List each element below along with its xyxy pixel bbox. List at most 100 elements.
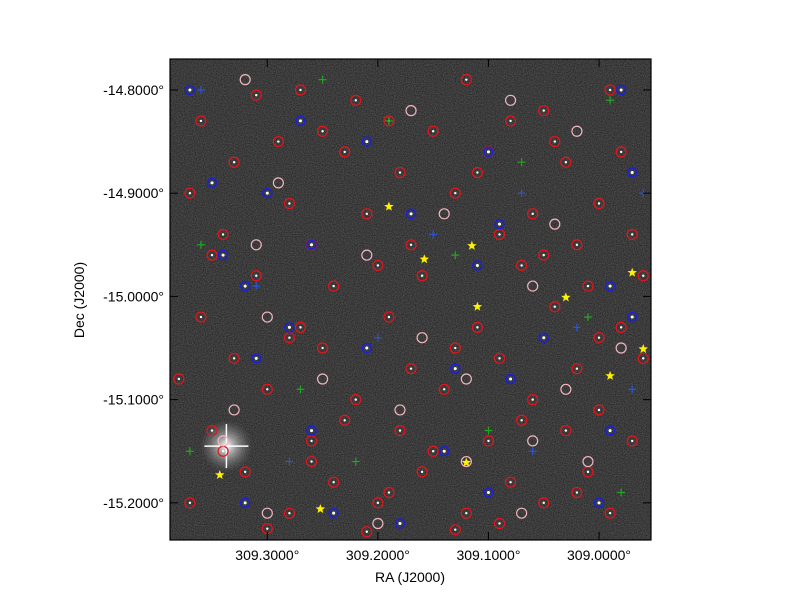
source-dot: [254, 356, 258, 360]
red-circle-marker: [206, 249, 218, 261]
blue-circle-marker: [306, 239, 317, 251]
blue-circle-marker: [328, 507, 339, 519]
red-circle-marker: [184, 497, 196, 509]
red-circle-marker: [549, 301, 561, 313]
source-dot: [210, 181, 214, 185]
red-circle-marker: [394, 166, 406, 179]
blue-circle-marker: [295, 115, 306, 127]
source-dot: [332, 480, 335, 484]
pink-circle-marker: [516, 507, 528, 519]
source-dot: [608, 429, 612, 433]
source-dot: [398, 171, 402, 174]
source-dot: [288, 511, 291, 515]
red-circle-marker: [239, 466, 251, 478]
source-dot: [597, 501, 601, 505]
red-circle-marker: [283, 197, 296, 210]
source-dot: [486, 491, 490, 495]
red-circle-marker: [350, 94, 362, 106]
source-dot: [509, 480, 512, 484]
source-dot: [287, 325, 291, 329]
y-tick-label: -15.0000°: [103, 288, 164, 304]
source-dot: [553, 305, 556, 308]
source-dot: [542, 501, 545, 505]
blue-plus-marker: [252, 282, 261, 291]
marker-layer: [173, 74, 668, 538]
source-dot: [243, 470, 247, 474]
source-dot: [575, 243, 579, 246]
red-circle-marker: [615, 321, 627, 333]
blue-circle-marker: [306, 425, 317, 436]
source-dot: [442, 449, 446, 453]
red-circle-marker: [626, 228, 638, 241]
red-circle-marker: [438, 383, 450, 395]
red-circle-marker: [637, 270, 649, 282]
source-dot: [642, 357, 645, 360]
red-circle-marker: [283, 332, 296, 344]
source-dot: [531, 212, 534, 216]
green-plus-marker: [296, 385, 305, 394]
blue-circle-marker: [615, 84, 627, 96]
source-dot: [376, 264, 380, 267]
red-circle-marker: [272, 135, 284, 148]
source-dot: [486, 150, 490, 154]
source-dot: [232, 357, 236, 360]
blue-circle-marker: [483, 146, 494, 158]
source-dot: [454, 191, 457, 195]
pink-circle-marker: [527, 280, 539, 292]
source-dot: [608, 88, 612, 92]
x-tick-label: 309.0000°: [567, 547, 631, 563]
source-dot: [642, 274, 645, 277]
x-tick-label: 309.3000°: [235, 547, 299, 563]
blue-circle-marker: [394, 518, 406, 529]
source-dot: [365, 212, 369, 216]
red-circle-marker: [449, 524, 461, 536]
pink-circle-marker: [582, 455, 594, 468]
yellow-star-marker: [315, 504, 326, 514]
source-dot: [630, 171, 634, 175]
pink-circle-marker: [372, 517, 384, 530]
red-circle-marker: [560, 424, 572, 437]
blue-circle-marker: [604, 280, 616, 292]
pink-circle-marker: [261, 507, 273, 519]
source-dot: [365, 140, 369, 144]
source-dot: [332, 511, 336, 515]
sky-noise: [170, 59, 651, 540]
red-circle-marker: [405, 239, 417, 251]
blue-plus-marker: [196, 85, 205, 94]
pink-circle-marker: [615, 342, 627, 354]
source-dot: [631, 233, 634, 236]
pink-circle-marker: [261, 311, 273, 323]
source-dot: [188, 88, 192, 92]
yellow-star-marker: [658, 365, 668, 374]
source-dot: [542, 109, 545, 112]
red-circle-marker: [294, 321, 307, 333]
pink-circle-marker: [560, 383, 572, 395]
source-dot: [365, 530, 369, 533]
blue-circle-marker: [217, 249, 229, 261]
red-circle-marker: [493, 228, 506, 241]
red-circle-marker: [217, 228, 229, 241]
source-dot: [255, 93, 258, 97]
green-plus-marker: [606, 96, 615, 105]
blue-plus-marker: [628, 385, 637, 394]
pink-circle-marker: [272, 177, 284, 189]
yellow-star-marker: [419, 254, 430, 264]
source-dot: [542, 253, 545, 257]
blue-circle-marker: [262, 187, 273, 199]
red-circle-marker: [283, 507, 296, 519]
blue-circle-marker: [361, 342, 373, 354]
red-circle-marker: [305, 455, 318, 468]
source-dot: [476, 326, 479, 329]
red-circle-marker: [516, 259, 528, 272]
source-dot: [564, 161, 568, 164]
source-dot: [553, 140, 556, 143]
pink-circle-marker: [527, 435, 539, 447]
y-tick-label: -14.8000°: [103, 82, 164, 98]
source-dot: [498, 222, 502, 226]
red-circle-marker: [228, 352, 240, 364]
blue-plus-marker: [429, 230, 438, 239]
green-plus-marker: [451, 251, 460, 260]
red-circle-marker: [372, 259, 384, 272]
source-dot: [266, 527, 269, 530]
source-dot: [298, 119, 302, 123]
